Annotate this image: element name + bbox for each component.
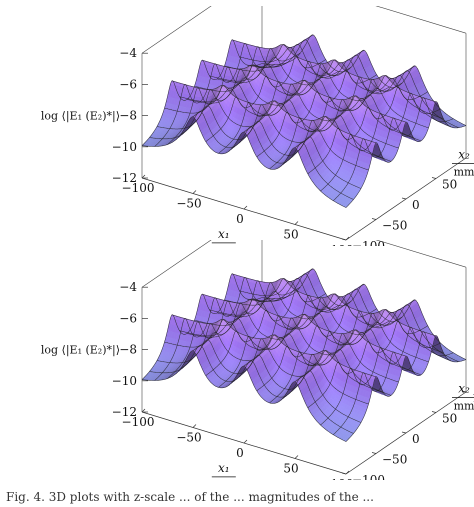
z-tick-label: −8 — [119, 343, 137, 357]
x2-tick-label: 0 — [412, 432, 420, 446]
z-axis: −4 −6 −8 −10 −12 — [112, 280, 148, 419]
z-tick-label: −8 — [119, 109, 137, 123]
z-tick-label: −4 — [119, 46, 137, 60]
x1-tick-label: −100 — [122, 415, 155, 429]
surface-plot-bottom: −4 −6 −8 −10 −12 log ⟨|E₁ (E₂)*|⟩ −100 −50 0 50 10… — [0, 240, 474, 480]
x2-axis: −100 −50 0 50 — [341, 177, 457, 246]
x1-tick-label: 50 — [283, 462, 298, 476]
x2-axis-label: x₂ — [458, 148, 470, 162]
x2-tick-label: −50 — [382, 219, 407, 233]
z-tick-label: −10 — [112, 140, 137, 154]
surface-plot-top: −4 −6 −8 −10 −12 log ⟨|E₁ (E₂)*|⟩ −100 −50 0 50 10… — [0, 6, 474, 246]
x1-axis-label: x₁ — [218, 461, 230, 475]
x2-axis-unit: mm — [454, 166, 474, 179]
x2-tick-label: 50 — [442, 412, 457, 426]
x1-tick-label: 0 — [236, 212, 244, 226]
x1-tick-label: −100 — [122, 181, 155, 195]
mesh-lines — [141, 34, 467, 208]
x2-tick-label: −50 — [382, 453, 407, 467]
x1-tick-label: 50 — [283, 228, 298, 242]
surface-svg-0: −4 −6 −8 −10 −12 log ⟨|E₁ (E₂)*|⟩ −100 −50 0 50 10… — [41, 6, 474, 246]
x1-tick-label: 100 — [331, 243, 354, 246]
x1-tick-label: −50 — [176, 431, 201, 445]
z-axis-label: log ⟨|E₁ (E₂)*|⟩ — [41, 110, 120, 124]
x1-axis: −100 −50 0 50 100 — [122, 174, 354, 246]
x1-axis: −100 −50 0 50 100 — [122, 408, 354, 480]
x2-axis-unit: mm — [454, 400, 474, 413]
z-axis: −4 −6 −8 −10 −12 — [112, 46, 148, 185]
x2-tick-label: −100 — [352, 473, 385, 480]
x2-tick-label: −100 — [352, 239, 385, 246]
x1-tick-label: 100 — [331, 477, 354, 480]
z-tick-label: −12 — [112, 171, 137, 185]
x2-axis-label: x₂ — [458, 382, 470, 396]
surface-mesh — [141, 34, 467, 208]
x1-axis-label: x₁ — [218, 227, 230, 241]
z-axis-label: log ⟨|E₁ (E₂)*|⟩ — [41, 344, 120, 358]
x2-tick-label: 0 — [412, 198, 420, 212]
x2-tick-label: 50 — [442, 178, 457, 192]
surface-svg-1: −4 −6 −8 −10 −12 log ⟨|E₁ (E₂)*|⟩ −100 −50 0 50 10… — [41, 240, 474, 480]
mesh-lines — [141, 268, 467, 442]
figure-caption: Fig. 4. 3D plots with z-scale ... of the… — [6, 490, 374, 504]
z-tick-label: −6 — [119, 77, 137, 91]
surface-mesh — [141, 268, 467, 442]
z-tick-label: −12 — [112, 405, 137, 419]
x1-tick-label: −50 — [176, 197, 201, 211]
z-tick-label: −4 — [119, 280, 137, 294]
z-tick-label: −6 — [119, 311, 137, 325]
x1-tick-label: 0 — [236, 446, 244, 460]
z-tick-label: −10 — [112, 374, 137, 388]
